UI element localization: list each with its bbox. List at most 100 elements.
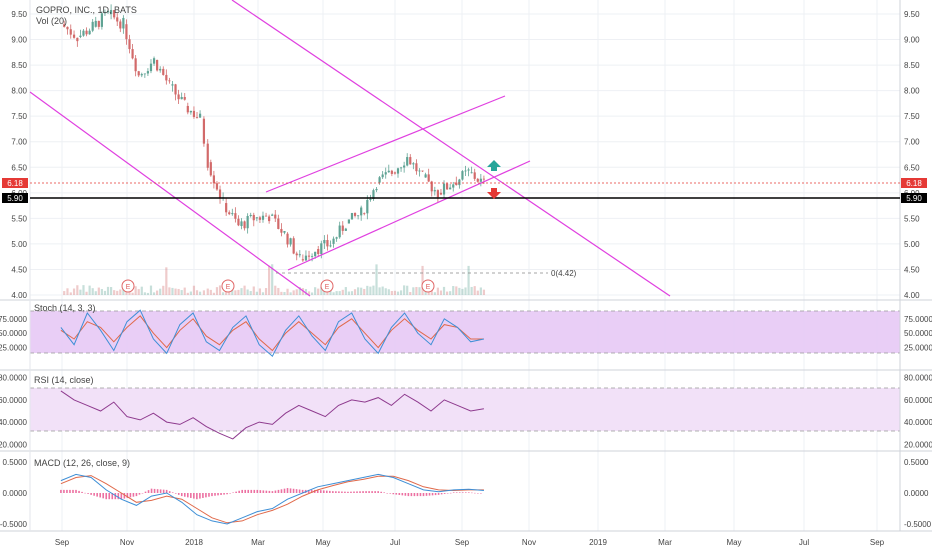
macd-histogram-bar [332,491,334,493]
volume-bar [283,292,286,295]
macd-tick-label: -0.5000 [0,520,28,529]
macd-histogram-bar [114,493,117,500]
candle-body [332,238,335,244]
symbol-title[interactable]: GOPRO, INC., 1D, BATS [36,5,137,15]
volume-bar [109,287,113,295]
rsi-line-path [60,390,484,440]
volume-bar [415,286,418,295]
volume-bar [335,291,338,295]
candle-body [387,170,390,173]
macd-histogram-bar [165,489,168,493]
candle-body [436,190,439,198]
candle-body [140,74,143,76]
volume-bar [246,289,249,295]
volume-bar [350,291,354,295]
volume-bar [192,285,196,295]
candle-body [310,256,314,257]
volume-bar [88,285,91,295]
volume-bar [202,290,206,295]
rsi-title[interactable]: RSI (14, close) [34,375,94,385]
time-tick-label: Sep [870,538,885,547]
support-price-label: 5.90 [906,194,922,203]
candle-body [88,30,91,35]
candle-body [206,143,209,168]
volume-label[interactable]: Vol (20) [36,16,67,26]
volume-bar [146,292,150,295]
volume-bar [369,286,372,295]
earnings-marker-icon[interactable]: E [421,279,435,293]
support-price-tag-right: 5.90 [901,193,927,203]
macd-histogram-bar [474,492,476,494]
macd-histogram-bar [159,489,162,493]
volume-bar [156,290,159,295]
macd-histogram-bar [60,489,62,493]
macd-tick-label: 0.5000 [904,458,929,467]
candle-body [202,118,206,144]
candle-body [192,110,196,118]
macd-histogram-bar [199,493,201,499]
arrow-down-icon [487,188,501,199]
volume-bar [240,288,243,295]
trendline-upper-descending[interactable] [231,0,671,297]
candle-body [366,199,369,214]
candle-body [341,225,344,231]
volume-bar [433,292,436,295]
volume-bar [421,265,424,295]
macd-histogram-bar [117,493,120,500]
rsi-tick-label: 60.0000 [0,396,28,405]
candle-body [314,251,317,257]
stoch-lines: 75.0000 75.0000 50.0000 50.0000 25.0000 25.00… [0,309,932,357]
macd-histogram-bar [286,488,289,493]
volume-bar [63,291,66,295]
candle-body [399,167,403,169]
volume-bar [243,285,246,295]
macd-histogram-bar [371,491,373,493]
time-tick-label: May [315,538,330,547]
trendline-lower-descending[interactable] [29,91,311,297]
macd-histogram-bar [449,492,452,494]
price-tick-label: 5.50 [904,214,920,223]
time-axis[interactable]: Sep Nov 2018 Mar May Jul Sep Nov 2019 Mar May Jul Se… [55,538,885,547]
volume-bar [249,291,252,295]
macd-histogram-bar [129,493,132,498]
earnings-marker-icon[interactable]: E [320,279,334,293]
volume-bar [143,292,146,295]
candle-body [177,94,180,100]
price-tick-label: 5.50 [11,214,27,223]
candle-body [116,17,119,22]
earnings-marker-icon[interactable]: E [221,279,235,293]
volume-bar [159,288,162,295]
support-price-tag-left: 5.90 [2,193,28,203]
macd-histogram-bar [386,493,389,494]
candle-body [467,169,470,171]
candle-body [363,213,366,215]
candle-body [94,20,97,27]
earnings-marker-icon[interactable]: E [121,279,135,293]
candle-body [63,24,66,27]
stoch-tick-label: 50.0000 [904,329,932,338]
trendlines[interactable] [29,0,671,297]
volume-bar [452,286,455,295]
macd-histogram-bar [223,493,225,495]
candle-body [304,255,308,261]
candle-body [85,30,88,35]
macd-histogram-bar [416,493,419,497]
rsi-tick-label: 20.0000 [0,440,28,449]
macd-histogram-bar [455,492,458,493]
candle-body [335,237,338,239]
rsi-tick-label: 80.0000 [904,374,932,383]
candle-body [246,216,249,229]
trendline-channel-top[interactable] [265,95,506,193]
macd-histogram-bar [392,493,395,495]
volume-bar [234,290,237,295]
candle-body [106,10,110,13]
macd-histogram-bar [244,489,247,493]
stoch-title[interactable]: Stoch (14, 3, 3) [34,303,96,313]
trendline-channel-bottom[interactable] [287,160,531,271]
candle-body [82,30,85,36]
macd-title[interactable]: MACD (12, 26, close, 9) [34,458,130,468]
macd-histogram-bar [344,491,346,493]
rsi-tick-label: 20.0000 [904,440,932,449]
price-axis[interactable]: 9.50 9.50 9.00 9.00 8.50 8.50 8.00 8.00 7.50 7.50… [11,10,920,300]
